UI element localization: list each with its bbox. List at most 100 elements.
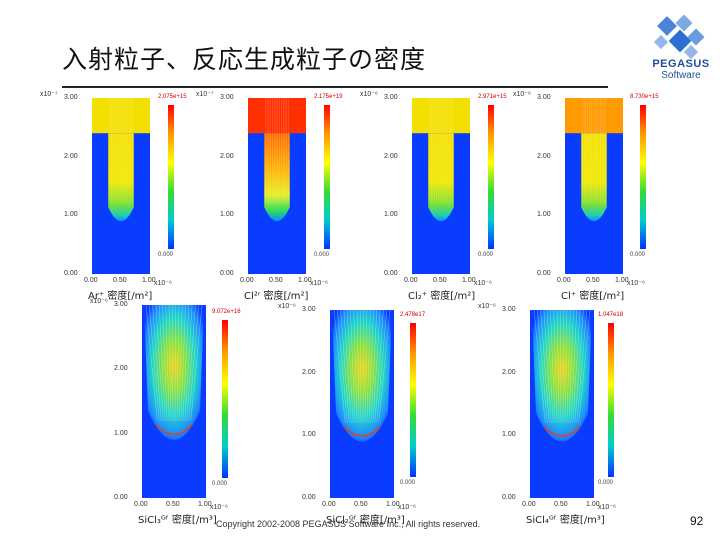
- colorbar-max-label: 8.730e+15: [630, 94, 659, 100]
- x-tick-label: 0.00: [240, 277, 254, 284]
- density-panel-ar: 2.075e+15 0.000 x10⁻⁷ 3.00 2.00 1.00 0.00 0.00 0…: [40, 91, 187, 302]
- y-tick-label: 0.00: [64, 270, 78, 277]
- colorbar-min-label: 0.000: [598, 480, 614, 487]
- colorbar-max-label: 2.971e+15: [478, 94, 507, 100]
- y-exponent-label: x10⁻⁶: [478, 303, 496, 310]
- x-tick-label: 0.50: [586, 277, 600, 284]
- plot-caption: Cl²ʳ 密度[/m²]: [244, 291, 309, 302]
- density-panel-sicl4: 1.047e18 0.000 x10⁻⁶ 3.00 2.00 1.00 0.00 0.00 0.…: [478, 303, 623, 526]
- x-tick-label: 0.00: [522, 501, 536, 508]
- x-tick-label: 1.00: [142, 277, 156, 284]
- colorbar-max-label: 2.075e+15: [158, 94, 187, 100]
- x-tick-label: 0.00: [84, 277, 98, 284]
- y-tick-label: 0.00: [220, 270, 234, 277]
- y-exponent-label: x10⁻⁶: [90, 298, 108, 305]
- density-plot: [565, 98, 623, 274]
- density-plot: [248, 98, 306, 274]
- y-tick-label: 2.00: [302, 368, 316, 376]
- y-tick-label: 0.00: [302, 494, 316, 501]
- x-tick-label: 0.50: [269, 277, 283, 284]
- plot-caption: SiCl₃ᴳᶠ 密度[/m³]: [138, 515, 217, 526]
- page-number: 92: [690, 514, 704, 528]
- y-tick-label: 2.00: [502, 368, 516, 376]
- x-tick-label: 0.50: [166, 501, 180, 508]
- y-tick-label: 0.00: [114, 494, 128, 501]
- y-tick-label: 1.00: [502, 431, 516, 439]
- colorbar-min-label: 0.000: [630, 252, 646, 259]
- colorbar: [324, 105, 330, 250]
- density-panel-clplus: 8.730e+15 0.000 x10⁻⁶ 3.00 2.00 1.00 0.00 0.00 0…: [513, 91, 659, 302]
- x-tick-label: 0.00: [557, 277, 571, 284]
- x-exponent-label: x10⁻⁶: [627, 280, 645, 287]
- y-tick-label: 3.00: [502, 306, 516, 313]
- copyright-text: Copyright 2002-2008 PEGASUS Software Inc…: [216, 519, 481, 529]
- colorbar-max-label: 9.072e+16: [212, 309, 241, 315]
- x-tick-label: 0.00: [134, 501, 148, 508]
- colorbar-max-label: 2.175e+19: [314, 94, 343, 100]
- y-tick-label: 1.00: [220, 211, 234, 219]
- x-exponent-label: x10⁻⁶: [598, 504, 616, 511]
- y-tick-label: 3.00: [114, 301, 128, 308]
- colorbar-min-label: 0.000: [158, 252, 174, 259]
- y-tick-label: 2.00: [537, 152, 551, 160]
- density-plot: [530, 309, 594, 498]
- y-tick-label: 3.00: [302, 306, 316, 313]
- logo-sub: Software: [661, 70, 701, 81]
- density-panel-cl2plus: 2.175e+19 0.000 x10⁻⁷ 3.00 2.00 1.00 0.00 0.00 0…: [196, 91, 343, 302]
- colorbar-max-label: 1.047e18: [598, 312, 624, 318]
- density-panel-sicl2: 2.478e17 0.000 x10⁻⁶ 3.00 2.00 1.00 0.00 0.00 0.…: [278, 303, 425, 526]
- x-tick-label: 1.00: [298, 277, 312, 284]
- x-tick-label: 1.00: [462, 277, 476, 284]
- y-tick-label: 1.00: [302, 431, 316, 439]
- density-plot: [92, 98, 150, 274]
- y-tick-label: 2.00: [220, 152, 234, 160]
- colorbar-min-label: 0.000: [212, 481, 228, 488]
- density-plot: [412, 98, 470, 274]
- x-tick-label: 1.00: [586, 501, 600, 508]
- x-tick-label: 0.50: [433, 277, 447, 284]
- x-tick-label: 1.00: [615, 277, 629, 284]
- density-plot: [142, 304, 206, 498]
- y-tick-label: 2.00: [384, 152, 398, 160]
- colorbar: [640, 105, 646, 250]
- x-exponent-label: x10⁻⁶: [154, 280, 172, 287]
- y-exponent-label: x10⁻⁷: [196, 91, 214, 98]
- colorbar: [488, 105, 494, 250]
- plot-caption: Cl₂⁺ 密度[/m²]: [408, 291, 476, 302]
- x-exponent-label: x10⁻⁶: [398, 504, 416, 511]
- colorbar: [410, 323, 416, 478]
- x-tick-label: 1.00: [198, 501, 212, 508]
- colorbar-min-label: 0.000: [478, 252, 494, 259]
- plot-caption: Ar⁺ 密度[/m²]: [88, 291, 153, 302]
- x-tick-label: 0.50: [354, 501, 368, 508]
- x-tick-label: 1.00: [386, 501, 400, 508]
- density-panel-sicl3: 9.072e+16 0.000 x10⁻⁶ 3.00 2.00 1.00 0.00 0.00 0…: [90, 298, 241, 526]
- y-tick-label: 3.00: [64, 94, 78, 101]
- logo-text: PEGASUS Software: [646, 58, 716, 81]
- density-panel-cl2: 2.971e+15 0.000 x10⁻⁶ 3.00 2.00 1.00 0.00 0.00 0…: [360, 91, 507, 302]
- title-underline: [62, 86, 608, 88]
- logo-name: PEGASUS: [652, 58, 710, 70]
- colorbar-min-label: 0.000: [400, 480, 416, 487]
- y-tick-label: 0.00: [537, 270, 551, 277]
- x-tick-label: 0.00: [322, 501, 336, 508]
- y-exponent-label: x10⁻⁶: [278, 303, 296, 310]
- x-tick-label: 0.50: [113, 277, 127, 284]
- y-tick-label: 3.00: [384, 94, 398, 101]
- x-exponent-label: x10⁻⁶: [310, 280, 328, 287]
- colorbar: [608, 323, 614, 478]
- plot-caption: SiCl₄ᴳᶠ 密度[/m³]: [526, 515, 605, 526]
- y-tick-label: 0.00: [384, 270, 398, 277]
- y-tick-label: 1.00: [384, 211, 398, 219]
- y-tick-label: 2.00: [64, 152, 78, 160]
- y-tick-label: 0.00: [502, 494, 516, 501]
- x-tick-label: 0.50: [554, 501, 568, 508]
- y-tick-label: 1.00: [64, 211, 78, 219]
- y-tick-label: 3.00: [220, 94, 234, 101]
- page-title: 入射粒子、反応生成粒子の密度: [62, 45, 427, 74]
- y-exponent-label: x10⁻⁶: [513, 91, 531, 98]
- y-tick-label: 1.00: [114, 429, 128, 437]
- colorbar-max-label: 2.478e17: [400, 312, 426, 318]
- x-exponent-label: x10⁻⁶: [210, 504, 228, 511]
- colorbar-min-label: 0.000: [314, 252, 330, 259]
